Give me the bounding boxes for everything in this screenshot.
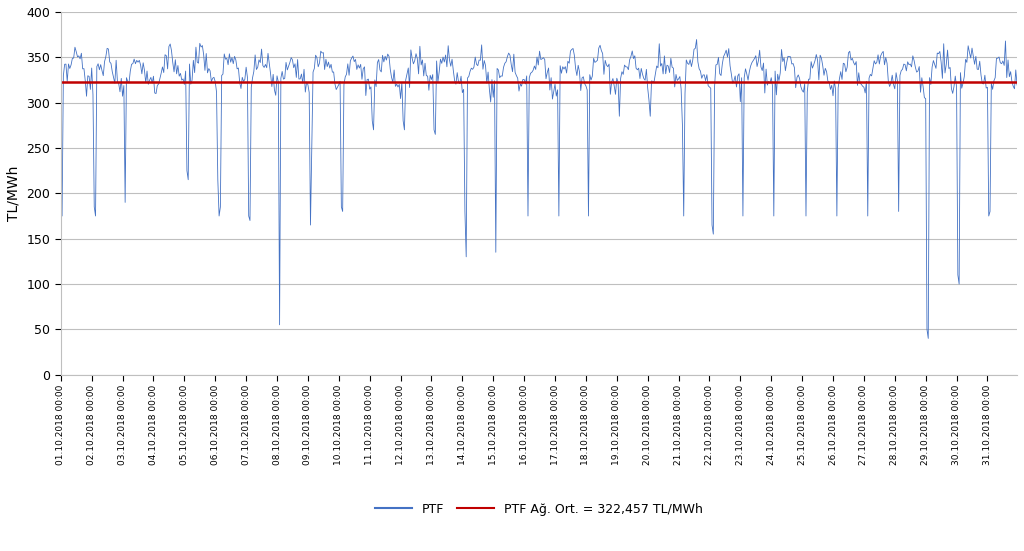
PTF bbox=[742, 77, 755, 84]
PTF bbox=[499, 60, 511, 67]
Line: PTF: PTF bbox=[60, 40, 1017, 338]
PTF Ağ. Ort. = 322,457 TL/MWh bbox=[56, 79, 69, 85]
Legend: PTF, PTF Ağ. Ort. = 322,457 TL/MWh: PTF, PTF Ağ. Ort. = 322,457 TL/MWh bbox=[370, 498, 709, 521]
PTF bbox=[188, 69, 201, 76]
Y-axis label: TL/MWh: TL/MWh bbox=[7, 166, 20, 221]
PTF bbox=[54, 163, 67, 169]
PTF bbox=[690, 36, 702, 43]
PTF bbox=[922, 335, 934, 342]
PTF bbox=[765, 74, 777, 81]
PTF bbox=[1011, 82, 1023, 88]
PTF bbox=[58, 61, 71, 68]
PTF Ağ. Ort. = 322,457 TL/MWh bbox=[54, 79, 67, 85]
PTF bbox=[463, 73, 475, 80]
